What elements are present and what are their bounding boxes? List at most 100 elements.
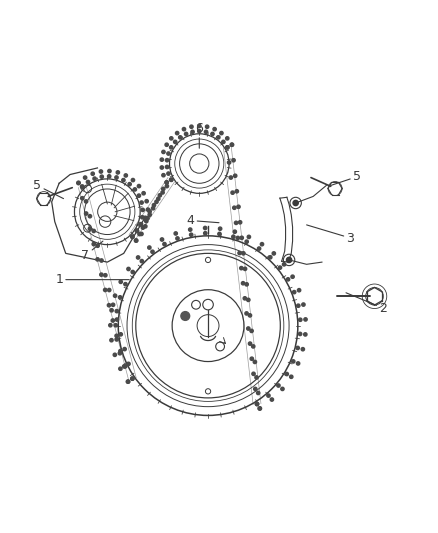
Circle shape [257,391,260,394]
Circle shape [205,125,209,128]
Circle shape [165,184,169,188]
Circle shape [115,334,118,337]
Circle shape [146,208,150,211]
Circle shape [297,288,301,292]
Circle shape [115,310,118,313]
Circle shape [81,185,84,188]
Circle shape [124,282,127,286]
Circle shape [290,375,293,378]
Circle shape [162,187,165,190]
Circle shape [198,124,201,127]
Circle shape [299,318,302,321]
Circle shape [131,235,134,238]
Circle shape [166,158,169,162]
Circle shape [258,407,261,410]
Circle shape [205,130,208,134]
Circle shape [119,367,122,370]
Circle shape [115,176,118,179]
Circle shape [258,247,261,250]
Circle shape [167,172,170,175]
Circle shape [174,232,177,235]
Circle shape [254,387,257,391]
Circle shape [231,191,234,195]
Circle shape [237,205,240,208]
Circle shape [245,312,248,315]
Circle shape [119,350,122,353]
Circle shape [108,169,111,173]
Circle shape [255,376,258,379]
Circle shape [144,225,147,228]
Circle shape [238,221,242,224]
Circle shape [146,216,149,220]
Circle shape [248,342,252,345]
Circle shape [243,297,247,300]
Circle shape [139,222,143,226]
Circle shape [230,143,233,147]
Circle shape [268,256,272,259]
Circle shape [148,210,151,213]
Circle shape [81,197,84,200]
Circle shape [131,377,134,381]
Circle shape [281,387,284,391]
Circle shape [253,360,257,364]
Circle shape [160,158,163,161]
Circle shape [109,324,112,327]
Circle shape [77,181,80,184]
Circle shape [145,220,148,223]
Circle shape [298,332,302,336]
Circle shape [226,146,229,149]
Circle shape [118,296,122,299]
Circle shape [127,380,130,383]
Circle shape [218,232,221,236]
Circle shape [104,273,107,277]
Circle shape [190,233,193,237]
Circle shape [260,243,264,246]
Circle shape [131,235,134,238]
Circle shape [124,174,127,177]
Circle shape [77,181,80,184]
Circle shape [190,125,193,128]
Circle shape [250,329,253,333]
Circle shape [92,229,95,232]
Circle shape [163,243,166,246]
Circle shape [162,174,165,177]
Circle shape [119,333,123,336]
Circle shape [140,232,143,236]
Circle shape [211,132,214,135]
Circle shape [148,246,151,249]
Circle shape [229,176,233,179]
Circle shape [84,176,87,179]
Circle shape [108,288,111,292]
Circle shape [131,377,134,381]
Circle shape [140,201,143,204]
Circle shape [142,191,145,195]
Circle shape [81,185,84,188]
Circle shape [220,132,223,135]
Circle shape [182,127,186,131]
Text: 5: 5 [33,179,64,199]
Circle shape [155,200,158,204]
Circle shape [204,232,207,235]
Circle shape [242,252,245,255]
Circle shape [250,357,254,360]
Circle shape [127,380,130,383]
Circle shape [219,227,222,230]
Circle shape [245,282,248,286]
Circle shape [277,384,280,387]
Circle shape [110,309,113,312]
Circle shape [152,207,155,210]
Circle shape [255,402,259,406]
Text: 6: 6 [195,122,203,148]
Circle shape [135,229,139,233]
Circle shape [158,193,162,197]
Circle shape [170,136,173,140]
Text: 7: 7 [81,241,103,262]
Circle shape [88,227,92,230]
Circle shape [301,348,304,351]
Circle shape [235,190,239,193]
Circle shape [247,235,251,239]
Circle shape [240,236,244,239]
Circle shape [165,143,168,147]
Circle shape [252,372,255,375]
Circle shape [141,226,145,229]
